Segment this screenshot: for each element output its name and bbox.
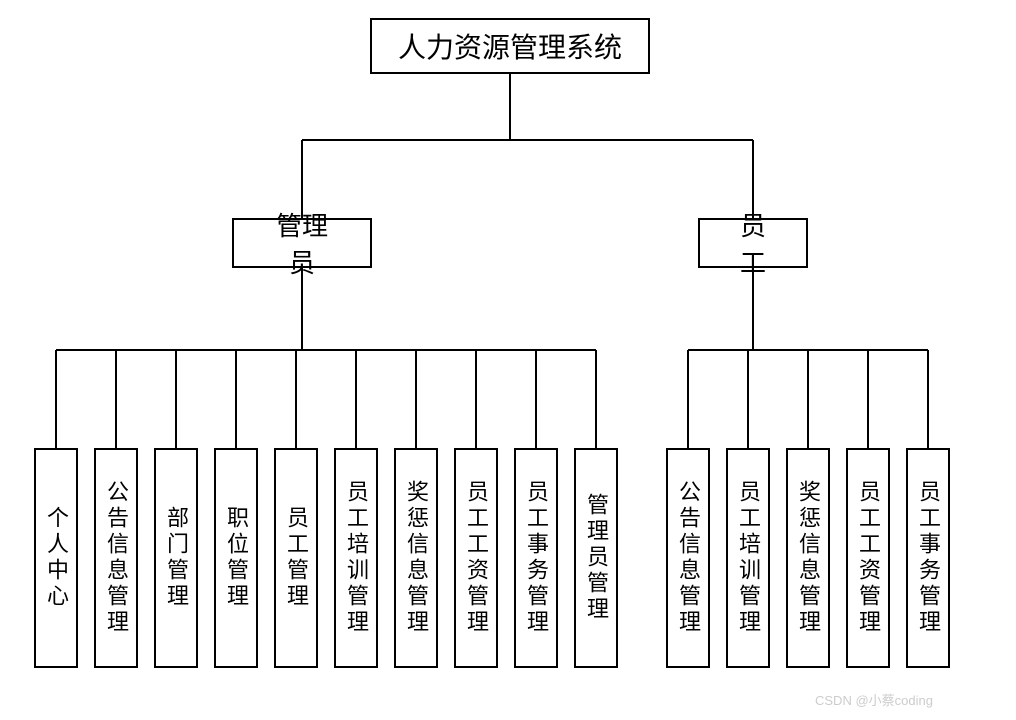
root-node: 人力资源管理系统 [370, 18, 650, 74]
leaf-node-employee-2: 奖惩信息管理 [786, 448, 830, 668]
leaf-node-employee-1: 员工培训管理 [726, 448, 770, 668]
leaf-node-employee-4: 员工事务管理 [906, 448, 950, 668]
leaf-node-admin-4: 员工管理 [274, 448, 318, 668]
leaf-node-admin-2: 部门管理 [154, 448, 198, 668]
leaf-node-admin-8: 员工事务管理 [514, 448, 558, 668]
leaf-node-admin-1: 公告信息管理 [94, 448, 138, 668]
leaf-node-admin-6: 奖惩信息管理 [394, 448, 438, 668]
mid-node-employee: 员工 [698, 218, 808, 268]
leaf-node-employee-0: 公告信息管理 [666, 448, 710, 668]
leaf-node-admin-3: 职位管理 [214, 448, 258, 668]
leaf-node-admin-9: 管理员管理 [574, 448, 618, 668]
watermark-text: CSDN @小蔡coding [815, 690, 933, 709]
mid-node-admin: 管理员 [232, 218, 372, 268]
leaf-node-admin-0: 个人中心 [34, 448, 78, 668]
leaf-node-admin-5: 员工培训管理 [334, 448, 378, 668]
leaf-node-admin-7: 员工工资管理 [454, 448, 498, 668]
leaf-node-employee-3: 员工工资管理 [846, 448, 890, 668]
